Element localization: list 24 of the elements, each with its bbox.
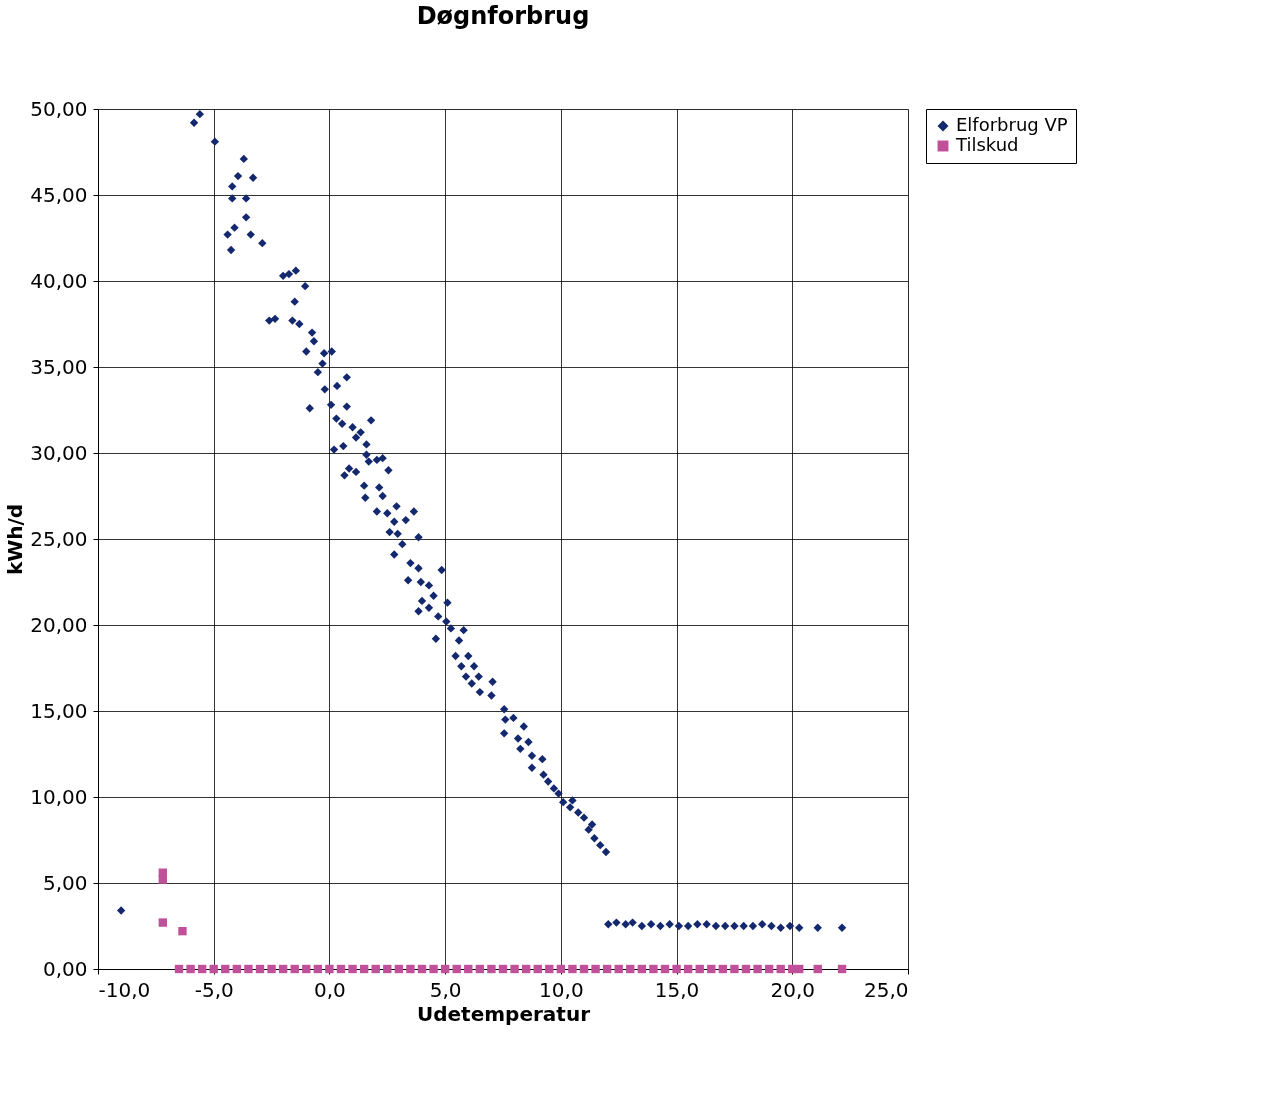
x-axis-title: Udetemperatur bbox=[417, 1001, 591, 1026]
legend-label: Tilskud bbox=[955, 134, 1019, 155]
y-tick-label: 40,00 bbox=[30, 268, 88, 293]
y-tick-label: 20,00 bbox=[30, 612, 88, 637]
x-tick-label: 5,0 bbox=[429, 977, 462, 1002]
y-tick-label: 0,00 bbox=[42, 956, 88, 981]
x-tick-label: 20,0 bbox=[770, 977, 816, 1002]
y-tick-label: 50,00 bbox=[30, 96, 88, 121]
x-tick-label: 15,0 bbox=[654, 977, 700, 1002]
chart-title: Døgnforbrug bbox=[416, 2, 590, 30]
x-tick-label: 25,0 bbox=[863, 977, 909, 1002]
y-tick-label: 35,00 bbox=[30, 354, 88, 379]
y-tick-label: 25,00 bbox=[30, 526, 88, 551]
y-axis-title: kWh/d bbox=[3, 503, 28, 576]
legend-label: Elforbrug VP bbox=[956, 114, 1068, 135]
y-tick-label: 5,00 bbox=[42, 870, 88, 895]
y-tick-label: 15,00 bbox=[30, 698, 88, 723]
x-tick-label: -5,0 bbox=[194, 977, 234, 1002]
x-tick-label: -10,0 bbox=[98, 977, 151, 1002]
y-tick-label: 30,00 bbox=[30, 440, 88, 465]
y-tick-label: 45,00 bbox=[30, 182, 88, 207]
y-tick-label: 10,00 bbox=[30, 784, 88, 809]
x-tick-label: 0,0 bbox=[314, 977, 346, 1002]
x-tick-label: 10,0 bbox=[539, 977, 584, 1002]
